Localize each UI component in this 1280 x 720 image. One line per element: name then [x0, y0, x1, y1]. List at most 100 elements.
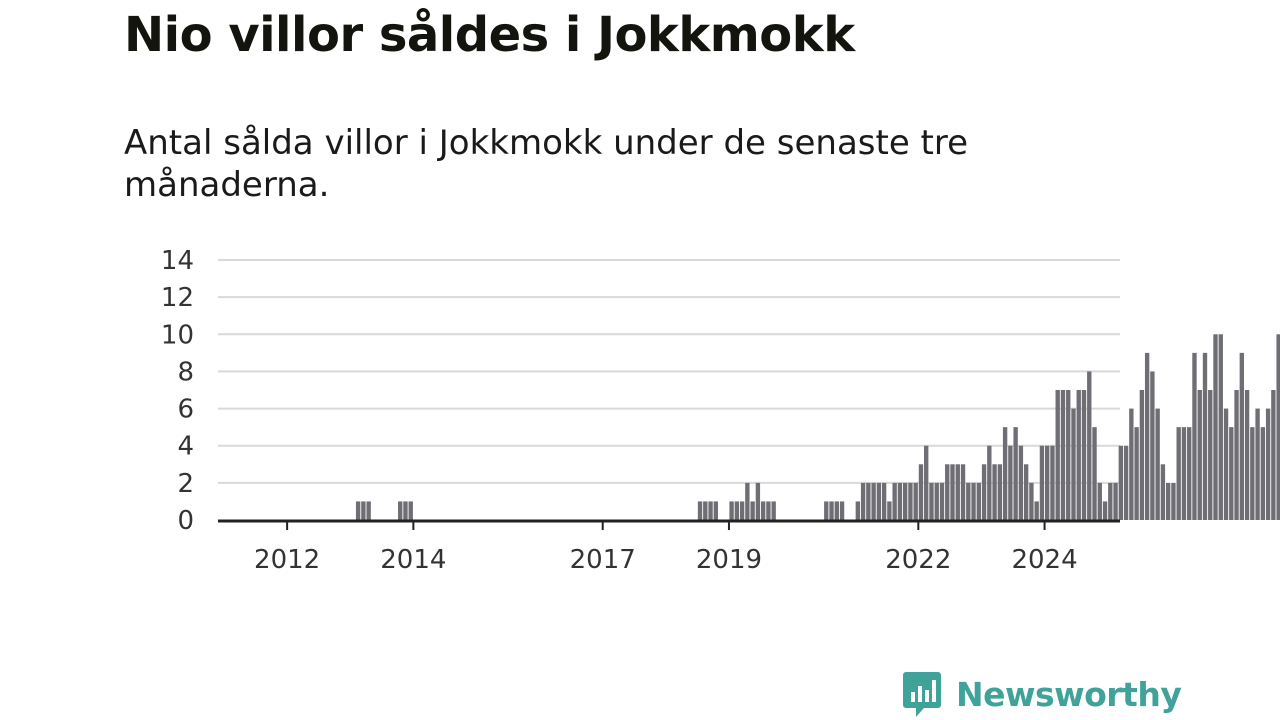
bar: [945, 464, 950, 520]
bar: [1176, 427, 1181, 520]
brand-name: Newsworthy: [956, 674, 1182, 714]
x-axis-tick-labels: 2012 2014 2017 2019 2022 2024: [254, 545, 1078, 575]
bar: [1234, 390, 1239, 520]
bar: [734, 501, 740, 520]
bar: [1071, 408, 1076, 520]
bar: [924, 445, 929, 520]
x-tick-label: 2012: [254, 545, 320, 575]
bar: [897, 482, 903, 520]
x-tick-label: 2022: [885, 545, 951, 575]
bar: [361, 501, 366, 520]
x-tick-label: 2014: [380, 545, 446, 575]
bar: [918, 464, 924, 520]
bar: [960, 464, 966, 520]
bar: [1197, 390, 1202, 520]
bar: [913, 482, 918, 520]
bar: [824, 501, 829, 520]
bar: [1202, 352, 1208, 520]
bar: [966, 482, 971, 520]
bar: [1155, 408, 1160, 520]
bar: [1123, 445, 1129, 520]
bar: [1092, 427, 1097, 520]
bar: [839, 501, 845, 520]
bar: [834, 501, 839, 520]
bar: [729, 501, 734, 520]
bar: [981, 464, 987, 520]
bar: [1250, 427, 1255, 520]
bar: [739, 501, 745, 520]
bar: [971, 482, 976, 520]
bar: [713, 501, 718, 520]
bar: [1223, 408, 1229, 520]
bar: [987, 445, 992, 520]
y-axis-tick-labels: 0 2 4 6 8 10 12 14: [161, 246, 194, 536]
bar: [760, 501, 766, 520]
y-tick-label: 14: [161, 246, 194, 276]
newsworthy-logo: Newsworthy: [902, 670, 1182, 718]
bar: [1029, 482, 1034, 520]
bar: [1081, 390, 1087, 520]
bar: [829, 501, 834, 520]
bar: [902, 482, 908, 520]
x-tick-label: 2019: [696, 545, 762, 575]
bar: [1018, 445, 1024, 520]
bar: [1034, 501, 1039, 520]
y-tick-label: 8: [177, 357, 194, 387]
bar: [1187, 427, 1192, 520]
bar: [1002, 427, 1008, 520]
bar: [908, 482, 913, 520]
bar: [1213, 334, 1218, 520]
bar: [1045, 445, 1050, 520]
x-tick-label: 2017: [570, 545, 636, 575]
bar: [892, 482, 897, 520]
bar: [355, 501, 361, 520]
bar: [939, 482, 945, 520]
bar: [934, 482, 939, 520]
bar: [708, 501, 713, 520]
bar: [929, 482, 934, 520]
bar: [1218, 334, 1223, 520]
bar: [1023, 464, 1029, 520]
bar: [1244, 390, 1250, 520]
y-tick-label: 12: [161, 283, 194, 313]
bar: [997, 464, 1003, 520]
y-tick-label: 6: [177, 395, 194, 425]
bar: [1150, 371, 1155, 520]
bar: [408, 501, 413, 520]
bar: [1008, 445, 1013, 520]
bar: [1076, 390, 1081, 520]
bar: [1192, 352, 1197, 520]
bar: [955, 464, 960, 520]
bar: [750, 501, 755, 520]
bar: [855, 501, 861, 520]
bar: [1144, 352, 1150, 520]
bar: [1265, 408, 1271, 520]
bar: [860, 482, 866, 520]
bar: [1113, 482, 1118, 520]
bar: [403, 501, 408, 520]
bar: [1102, 501, 1108, 520]
gridlines: [218, 259, 1120, 484]
y-tick-label: 4: [177, 432, 194, 462]
bar: [1129, 408, 1134, 520]
chart-title: Nio villor såldes i Jokkmokk: [124, 7, 855, 63]
bar: [1171, 482, 1176, 520]
bar: [1239, 352, 1244, 520]
bar: [366, 501, 371, 520]
bar: [1118, 445, 1124, 520]
chart-subtitle: Antal sålda villor i Jokkmokk under de s…: [124, 123, 969, 205]
bar: [1160, 464, 1166, 520]
bar: [1087, 371, 1092, 520]
bars: [355, 334, 1280, 520]
bar: [881, 482, 887, 520]
bar: [1165, 482, 1171, 520]
bar: [1134, 427, 1139, 520]
bar: [876, 482, 882, 520]
newsworthy-logo-icon: [903, 672, 941, 717]
bar: [1255, 408, 1260, 520]
bar: [950, 464, 955, 520]
bar: [1066, 390, 1071, 520]
bar: [1276, 334, 1280, 520]
bar: [992, 464, 997, 520]
